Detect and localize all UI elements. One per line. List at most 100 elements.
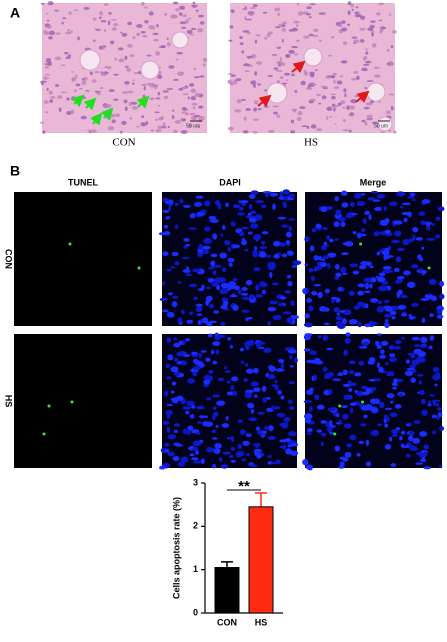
cell xyxy=(272,105,280,108)
cell xyxy=(359,39,365,43)
nucleus xyxy=(413,420,421,425)
nucleus xyxy=(304,418,312,424)
nucleus xyxy=(280,395,285,400)
nucleus xyxy=(421,409,428,416)
cell xyxy=(354,13,362,18)
nucleus xyxy=(216,400,226,406)
cell xyxy=(148,25,156,30)
nucleus xyxy=(222,267,227,273)
nucleus xyxy=(247,316,253,320)
nucleus xyxy=(239,429,246,436)
nucleus xyxy=(336,413,340,418)
cell xyxy=(42,76,49,80)
nucleus xyxy=(173,337,178,341)
tunel-signal xyxy=(333,432,337,436)
scale-bar-label: 50 um xyxy=(374,123,388,129)
nucleus xyxy=(415,357,423,362)
cell xyxy=(380,28,384,32)
nucleus xyxy=(250,190,259,195)
nucleus xyxy=(195,195,204,199)
nucleus xyxy=(253,367,259,374)
cell xyxy=(186,29,193,35)
nucleus xyxy=(339,461,345,467)
nucleus xyxy=(308,305,314,312)
nucleus xyxy=(250,464,258,468)
nucleus xyxy=(215,349,220,355)
nucleus xyxy=(278,302,284,307)
nucleus xyxy=(407,281,416,288)
nucleus xyxy=(357,290,364,296)
microscopy-image xyxy=(158,189,302,327)
cell xyxy=(158,116,164,121)
nucleus xyxy=(202,249,210,255)
cell xyxy=(306,6,312,10)
nucleus xyxy=(408,431,415,436)
cell xyxy=(154,118,158,121)
nucleus xyxy=(342,369,348,376)
cell xyxy=(87,129,91,132)
nucleus xyxy=(262,397,267,403)
nucleus xyxy=(206,447,214,453)
nucleus xyxy=(374,378,382,382)
nucleus xyxy=(326,262,331,269)
cell xyxy=(192,1,196,5)
nucleus xyxy=(281,253,288,258)
nucleus xyxy=(276,412,286,418)
nucleus xyxy=(427,294,436,300)
cell xyxy=(295,39,300,42)
tunel-signal xyxy=(361,400,365,404)
nucleus xyxy=(302,459,309,466)
cell xyxy=(180,26,187,29)
nucleus xyxy=(248,294,255,300)
cell xyxy=(257,83,262,86)
nucleus xyxy=(240,226,250,230)
nucleus xyxy=(343,394,352,400)
nucleus xyxy=(227,336,232,341)
cell xyxy=(346,105,350,110)
nucleus xyxy=(400,443,404,448)
cell xyxy=(350,4,355,8)
nucleus xyxy=(162,420,170,425)
nucleus xyxy=(195,306,203,313)
cell xyxy=(44,73,51,76)
cell xyxy=(108,89,115,92)
nucleus xyxy=(247,231,253,235)
nucleus xyxy=(273,254,280,259)
nucleus xyxy=(411,264,419,269)
nucleus xyxy=(356,452,361,457)
cell xyxy=(111,27,117,31)
nucleus xyxy=(315,223,322,229)
cell xyxy=(294,90,298,93)
nucleus xyxy=(368,214,372,221)
nucleus xyxy=(396,291,400,298)
cell xyxy=(85,90,90,92)
cell xyxy=(253,107,257,112)
cell xyxy=(98,16,102,19)
nucleus xyxy=(285,240,291,245)
nucleus xyxy=(229,294,238,298)
cell xyxy=(132,82,135,85)
nucleus xyxy=(278,242,287,247)
nucleus xyxy=(334,238,339,241)
nucleus xyxy=(334,264,340,270)
arrow xyxy=(136,95,150,109)
cell xyxy=(113,23,119,27)
tunel-signal xyxy=(137,266,141,270)
cell xyxy=(42,130,46,134)
nucleus xyxy=(209,304,215,309)
nucleus xyxy=(389,353,396,358)
nucleus xyxy=(399,435,403,441)
nucleus xyxy=(343,349,349,357)
nucleus xyxy=(439,293,445,300)
nucleus xyxy=(250,408,255,414)
cell xyxy=(349,112,354,115)
nucleus xyxy=(214,443,222,449)
nucleus xyxy=(217,277,226,283)
microscopy-image xyxy=(14,192,152,326)
nucleus xyxy=(193,365,202,371)
nucleus xyxy=(396,276,405,280)
nucleus xyxy=(405,454,411,458)
nucleus xyxy=(222,300,229,307)
cell xyxy=(45,12,49,15)
nucleus xyxy=(415,462,424,465)
